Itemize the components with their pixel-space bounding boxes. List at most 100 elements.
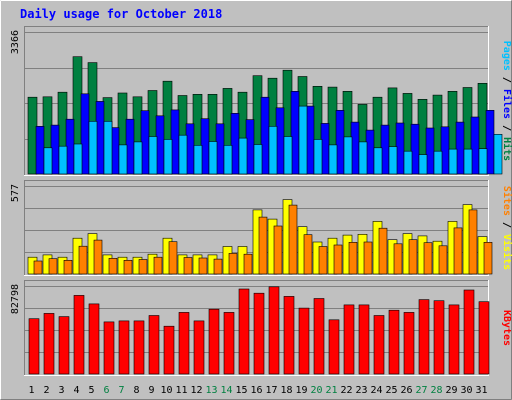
bar-kbytes-day-29 <box>448 304 460 375</box>
x-tick-label-26: 26 <box>400 385 412 396</box>
bar-pages-day-17 <box>283 136 293 175</box>
bar-pages-day-1 <box>43 147 53 175</box>
legend-entry-files: Files <box>501 89 512 119</box>
bar-pages-day-10 <box>178 134 188 175</box>
bar-kbytes-day-10 <box>163 325 175 375</box>
bar-kbytes-day-25 <box>388 309 400 375</box>
bar-pages-day-20 <box>328 144 338 175</box>
bar-sites-day-21 <box>333 244 343 275</box>
bar-pages-day-4 <box>88 121 98 175</box>
x-tick-label-21: 21 <box>325 385 337 396</box>
bar-sites-day-9 <box>153 256 163 275</box>
x-tick-label-29: 29 <box>445 385 457 396</box>
x-tick-label-5: 5 <box>88 385 94 396</box>
bar-kbytes-day-13 <box>208 308 220 375</box>
bar-pages-day-16 <box>268 126 278 175</box>
bar-sites-day-25 <box>393 243 403 275</box>
bar-sites-day-19 <box>303 234 313 275</box>
bar-sites-day-23 <box>363 241 373 275</box>
bar-pages-day-8 <box>148 136 158 175</box>
bar-sites-day-31 <box>483 242 493 275</box>
bar-pages-day-6 <box>118 144 128 175</box>
series-files <box>35 91 495 175</box>
series-pages <box>43 105 503 175</box>
x-tick-label-7: 7 <box>118 385 124 396</box>
bar-files-day-30 <box>470 116 480 175</box>
bar-kbytes-day-4 <box>73 295 85 375</box>
bar-kbytes-day-5 <box>88 303 100 375</box>
bar-pages-day-26 <box>418 154 428 175</box>
bar-kbytes-day-2 <box>43 313 55 375</box>
x-tick-label-31: 31 <box>475 385 487 396</box>
bar-sites-day-14 <box>228 253 238 275</box>
bar-pages-day-9 <box>163 139 173 175</box>
x-axis-tick-labels: 1 2 3 4 5 6 7 8 9 10 11 12 13 14 15 16 17 18 19 20 21 22 23 24 2… <box>28 385 487 396</box>
side-legend: Sites / Visits <box>501 186 512 270</box>
bar-files-day-29 <box>455 121 465 175</box>
x-tick-label-18: 18 <box>280 385 292 396</box>
bar-pages-day-14 <box>238 137 248 175</box>
bar-pages-day-22 <box>358 141 368 175</box>
bar-kbytes-day-19 <box>298 307 310 375</box>
x-tick-label-4: 4 <box>73 385 79 396</box>
bar-sites-day-7 <box>123 259 133 275</box>
x-tick-label-27: 27 <box>415 385 427 396</box>
legend-entry-pages: Pages <box>501 41 512 71</box>
x-tick-label-8: 8 <box>133 385 139 396</box>
bar-kbytes-day-30 <box>463 289 475 375</box>
bar-kbytes-day-20 <box>313 298 325 375</box>
y-max-label: 82798 <box>10 284 21 314</box>
bar-kbytes-day-1 <box>28 318 40 375</box>
bar-sites-day-11 <box>183 257 193 275</box>
bar-kbytes-day-17 <box>268 286 280 375</box>
bar-sites-day-26 <box>408 239 418 275</box>
bar-pages-day-13 <box>223 145 233 175</box>
bar-pages-day-3 <box>73 143 83 175</box>
x-tick-label-13: 13 <box>205 385 217 396</box>
bar-sites-day-15 <box>243 253 253 275</box>
bar-pages-day-12 <box>208 141 218 175</box>
bar-kbytes-day-6 <box>103 321 115 375</box>
legend-entry-hits: Hits <box>501 137 512 161</box>
bar-kbytes-day-27 <box>418 299 430 375</box>
x-tick-label-20: 20 <box>310 385 322 396</box>
bar-kbytes-day-21 <box>328 319 340 375</box>
legend-entry-sites: Sites <box>501 186 512 216</box>
series-kbytes <box>28 286 490 375</box>
chart-panels: 3366 Pages / Files / Hits 577 Sites / Visit… <box>10 26 512 376</box>
bar-sites-day-18 <box>288 204 298 275</box>
x-tick-label-24: 24 <box>370 385 382 396</box>
x-tick-label-11: 11 <box>175 385 187 396</box>
x-tick-label-3: 3 <box>58 385 64 396</box>
bar-pages-day-29 <box>463 148 473 175</box>
x-tick-label-15: 15 <box>235 385 247 396</box>
bar-kbytes-day-11 <box>178 312 190 375</box>
bar-sites-day-20 <box>318 246 328 275</box>
x-tick-label-2: 2 <box>43 385 49 396</box>
bar-kbytes-day-31 <box>478 301 490 375</box>
legend-entry-visits: Visits <box>501 234 512 270</box>
x-tick-label-17: 17 <box>265 385 277 396</box>
bar-pages-day-2 <box>58 145 68 175</box>
x-tick-label-12: 12 <box>190 385 202 396</box>
bar-pages-day-19 <box>313 139 323 175</box>
x-tick-label-10: 10 <box>160 385 172 396</box>
bar-sites-day-22 <box>348 242 358 275</box>
bar-sites-day-1 <box>33 260 43 275</box>
bar-files-day-1 <box>35 126 45 175</box>
y-max-label: 577 <box>10 184 21 202</box>
series-visits <box>27 199 488 275</box>
bar-hits-day-1 <box>27 96 38 175</box>
bar-sites-day-29 <box>453 227 463 275</box>
bar-sites-day-5 <box>93 239 103 275</box>
panel-visits-sites: 577 Sites / Visits <box>10 180 512 276</box>
x-tick-label-16: 16 <box>250 385 262 396</box>
bar-pages-day-28 <box>448 148 458 175</box>
bar-pages-day-23 <box>373 147 383 175</box>
bar-pages-day-15 <box>253 144 263 175</box>
bar-kbytes-day-9 <box>148 315 160 375</box>
bar-kbytes-day-15 <box>238 288 250 375</box>
bar-sites-day-2 <box>48 258 58 275</box>
bar-kbytes-day-14 <box>223 312 235 375</box>
